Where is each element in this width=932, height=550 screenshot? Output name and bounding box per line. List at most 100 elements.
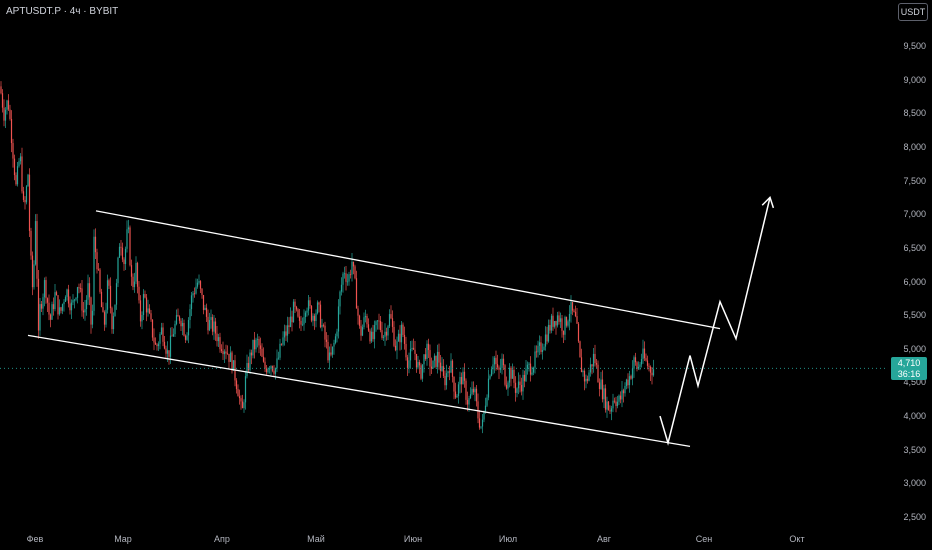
- candle-body: [639, 364, 641, 367]
- price-tick-label: 4,000: [903, 411, 926, 422]
- candle-body: [615, 401, 617, 406]
- candle-body: [504, 365, 506, 385]
- candle-body: [475, 388, 478, 402]
- candle-body: [612, 400, 614, 409]
- candle-body: [172, 334, 175, 337]
- candle-body: [294, 301, 296, 307]
- candle-body: [573, 310, 575, 312]
- candle-body: [628, 376, 631, 386]
- time-tick-label: Авг: [596, 534, 612, 544]
- price-tick-label: 6,000: [903, 276, 926, 287]
- chart-area[interactable]: APTUSDT.P · 4ч · BYBIT: [0, 0, 886, 530]
- candle-body: [171, 335, 173, 337]
- price-tick-label: 9,000: [903, 74, 926, 85]
- candle-body: [169, 335, 172, 357]
- candle-body: [213, 321, 215, 332]
- candle-body: [511, 369, 514, 379]
- candle-body: [298, 316, 301, 321]
- candle-body: [619, 395, 622, 400]
- candle-body: [427, 343, 430, 351]
- candle-body: [129, 227, 131, 266]
- candle-body: [448, 371, 451, 373]
- candle-body: [237, 389, 239, 397]
- candle-body: [646, 360, 649, 366]
- candle-body: [387, 326, 389, 336]
- candle-body: [582, 370, 584, 373]
- candle-body: [87, 283, 89, 300]
- candle-body: [280, 343, 283, 345]
- candle-body: [643, 348, 646, 359]
- candle-body: [270, 366, 272, 369]
- candle-body: [36, 221, 38, 279]
- candle-body: [183, 322, 185, 336]
- currency-button[interactable]: USDT: [898, 3, 928, 21]
- candle-body: [145, 297, 148, 313]
- candle-body: [645, 358, 647, 361]
- candle-body: [220, 349, 223, 351]
- time-axis[interactable]: Фев Мар Апр Май Июн Июл Авг Сен Окт: [0, 530, 886, 550]
- candle-body: [97, 269, 100, 270]
- candle-body: [3, 107, 5, 121]
- candle-body: [24, 199, 26, 203]
- candle-body: [252, 339, 254, 356]
- candle-body: [126, 229, 128, 249]
- candle-body: [499, 367, 502, 370]
- candle-body: [366, 316, 368, 325]
- candle-body: [486, 397, 488, 406]
- candle-body: [535, 351, 538, 353]
- candle-body: [153, 337, 155, 343]
- candle-body: [75, 297, 77, 300]
- candle-body: [451, 360, 454, 377]
- candle-body: [165, 348, 167, 354]
- candle-body: [105, 309, 107, 325]
- candle-body: [120, 246, 122, 248]
- candle-body: [421, 364, 424, 379]
- candle-body: [372, 331, 374, 340]
- candle-body: [492, 364, 494, 370]
- candle-body: [264, 361, 266, 369]
- candle-body: [100, 291, 103, 308]
- candle-body: [168, 350, 170, 357]
- candlestick-chart[interactable]: [0, 0, 886, 530]
- candle-body: [403, 334, 406, 344]
- candle-body: [583, 370, 586, 382]
- candle-body: [304, 312, 307, 318]
- candle-body: [216, 333, 218, 342]
- candle-body: [324, 325, 326, 340]
- price-tick-label: 3,500: [903, 444, 926, 455]
- candle-body: [624, 385, 626, 394]
- candle-body: [606, 401, 608, 410]
- candle-body: [621, 390, 623, 400]
- candle-body: [46, 298, 49, 303]
- candle-body: [274, 368, 277, 374]
- candle-body: [121, 247, 124, 260]
- candle-body: [189, 309, 191, 321]
- candle-body: [466, 399, 469, 405]
- candle-body: [177, 315, 179, 317]
- candle-body: [538, 342, 541, 346]
- candle-body: [91, 310, 94, 325]
- candle-body: [81, 288, 83, 311]
- candle-body: [637, 366, 640, 369]
- candle-body: [513, 369, 515, 383]
- candle-body: [330, 352, 332, 355]
- candle-body: [133, 281, 136, 288]
- candle-body: [9, 109, 11, 119]
- candle-body: [208, 320, 211, 331]
- candle-body: [310, 306, 313, 321]
- candle-body: [57, 295, 59, 315]
- candle-body: [25, 186, 28, 203]
- candle-body: [463, 371, 466, 381]
- candle-body: [342, 273, 344, 285]
- candle-body: [30, 230, 32, 256]
- price-axis[interactable]: USDT 9,500 9,000 8,500 8,000 7,500 7,000 6,500…: [886, 0, 932, 550]
- candle-body: [537, 345, 539, 353]
- candle-body: [99, 269, 101, 292]
- candle-body: [394, 345, 397, 351]
- candle-body: [94, 236, 97, 253]
- candle-body: [163, 341, 166, 349]
- candle-body: [546, 334, 548, 342]
- candle-body: [354, 266, 356, 279]
- candle-body: [279, 343, 281, 358]
- candle-body: [292, 301, 295, 323]
